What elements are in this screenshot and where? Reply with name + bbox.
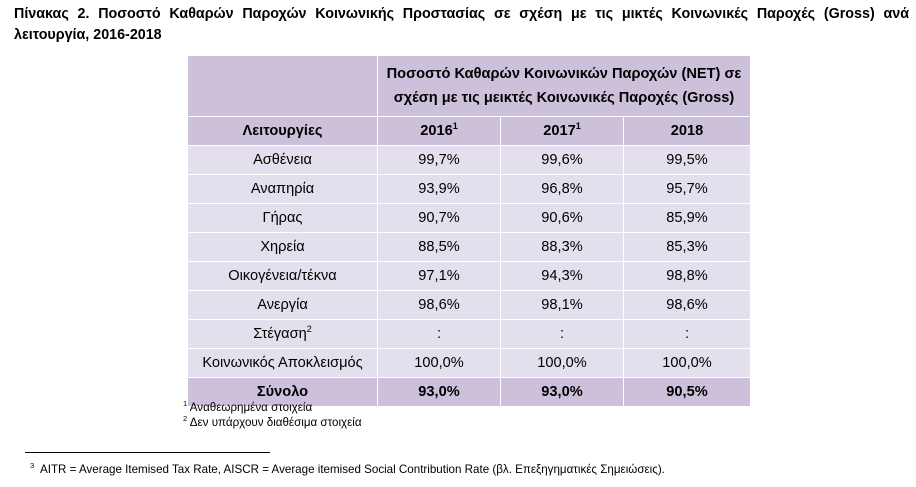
table-row: Χηρεία 88,5% 88,3% 85,3% [187, 232, 751, 262]
cell-value: : [377, 319, 501, 349]
total-label: Σύνολο [187, 377, 378, 407]
table-row: Οικογένεια/τέκνα 97,1% 94,3% 98,8% [187, 261, 751, 291]
cell-value: 85,3% [623, 232, 751, 262]
row-label: Ανεργία [187, 290, 378, 320]
total-value: 90,5% [623, 377, 751, 407]
cell-value: 88,3% [500, 232, 624, 262]
cell-value: 90,6% [500, 203, 624, 233]
cell-value: 88,5% [377, 232, 501, 262]
row-label: Ασθένεια [187, 145, 378, 175]
table-caption: Πίνακας 2. Ποσοστό Καθαρών Παροχών Κοινω… [14, 6, 909, 43]
table-row: Αναπηρία 93,9% 96,8% 95,7% [187, 174, 751, 204]
cell-value: 94,3% [500, 261, 624, 291]
cell-value: 99,5% [623, 145, 751, 175]
table-total-row: Σύνολο 93,0% 93,0% 90,5% [187, 377, 751, 407]
cell-value: : [623, 319, 751, 349]
row-label: Γήρας [187, 203, 378, 233]
cell-value: 93,9% [377, 174, 501, 204]
table-notes: 1 Αναθεωρημένα στοιχεία 2 Δεν υπάρχουν δ… [183, 400, 362, 430]
row-label: Κοινωνικός Αποκλεισμός [187, 348, 378, 378]
note-item: 2 Δεν υπάρχουν διαθέσιμα στοιχεία [183, 414, 362, 429]
cell-value: 100,0% [623, 348, 751, 378]
column-header-function: Λειτουργίες [187, 116, 378, 146]
row-label: Στέγαση2 [187, 319, 378, 349]
cell-value: 98,6% [377, 290, 501, 320]
column-header-2016: 20161 [377, 116, 501, 146]
cell-value: 85,9% [623, 203, 751, 233]
cell-value: 98,6% [623, 290, 751, 320]
row-label: Αναπηρία [187, 174, 378, 204]
cell-value: 98,1% [500, 290, 624, 320]
total-value: 93,0% [377, 377, 501, 407]
cell-value: 99,6% [500, 145, 624, 175]
cell-value: 97,1% [377, 261, 501, 291]
cell-value: 99,7% [377, 145, 501, 175]
column-header-2018: 2018 [623, 116, 751, 146]
net-gross-benefits-table: Ποσοστό Καθαρών Κοινωνικών Παροχών (NET)… [187, 55, 751, 407]
column-header-row: Λειτουργίες 20161 20171 2018 [187, 116, 751, 146]
column-header-2017: 20171 [500, 116, 624, 146]
table-row: Ανεργία 98,6% 98,1% 98,6% [187, 290, 751, 320]
cell-value: 96,8% [500, 174, 624, 204]
row-label: Οικογένεια/τέκνα [187, 261, 378, 291]
cell-value: : [500, 319, 624, 349]
total-value: 93,0% [500, 377, 624, 407]
table-row: Γήρας 90,7% 90,6% 85,9% [187, 203, 751, 233]
table-header-top-row: Ποσοστό Καθαρών Κοινωνικών Παροχών (NET)… [187, 55, 751, 117]
page-footnote: 3 AITR = Average Itemised Tax Rate, AISC… [30, 461, 665, 476]
merged-header-cell: Ποσοστό Καθαρών Κοινωνικών Παροχών (NET)… [377, 55, 751, 117]
header-empty-cell [187, 55, 378, 117]
row-label: Χηρεία [187, 232, 378, 262]
table-row: Στέγαση2 : : : [187, 319, 751, 349]
cell-value: 100,0% [500, 348, 624, 378]
cell-value: 100,0% [377, 348, 501, 378]
cell-value: 95,7% [623, 174, 751, 204]
cell-value: 98,8% [623, 261, 751, 291]
table-row: Ασθένεια 99,7% 99,6% 99,5% [187, 145, 751, 175]
note-item: 1 Αναθεωρημένα στοιχεία [183, 399, 313, 414]
table-row: Κοινωνικός Αποκλεισμός 100,0% 100,0% 100… [187, 348, 751, 378]
footnote-divider [25, 452, 270, 453]
cell-value: 90,7% [377, 203, 501, 233]
